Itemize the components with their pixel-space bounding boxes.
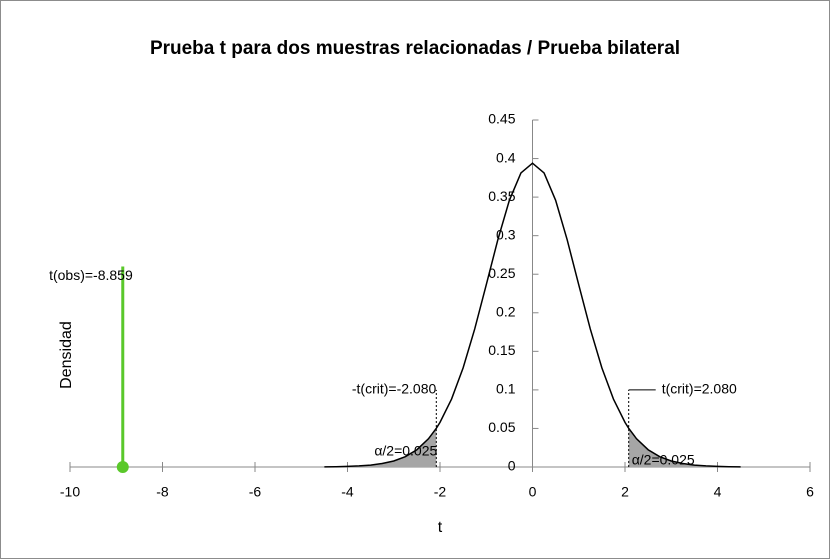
y-tick-label: 0.4 bbox=[496, 149, 516, 165]
y-tick-label: 0 bbox=[508, 458, 516, 474]
x-tick-label: 2 bbox=[621, 484, 629, 500]
tail-area bbox=[324, 428, 437, 467]
tail-label: α/2=0.025 bbox=[632, 452, 695, 468]
density-curve bbox=[324, 162, 741, 468]
observed-label: t(obs)=-8.859 bbox=[49, 267, 133, 283]
tail-label: α/2=0.025 bbox=[374, 443, 437, 459]
x-tick-label: -10 bbox=[60, 484, 80, 500]
x-tick-label: -4 bbox=[341, 484, 354, 500]
y-tick-label: 0.1 bbox=[496, 381, 516, 397]
tail-area bbox=[628, 428, 741, 467]
y-tick-label: 0.45 bbox=[488, 111, 515, 127]
y-tick-label: 0.2 bbox=[496, 303, 516, 319]
observed-point bbox=[116, 461, 129, 473]
y-axis-label: Densidad bbox=[58, 321, 75, 389]
x-tick-label: -8 bbox=[156, 484, 169, 500]
x-tick-label: 4 bbox=[714, 484, 722, 500]
y-tick-label: 0.25 bbox=[488, 265, 515, 281]
critical-label: -t(crit)=-2.080 bbox=[352, 381, 437, 397]
critical-label: t(crit)=2.080 bbox=[662, 381, 737, 397]
x-tick-label: 0 bbox=[529, 484, 537, 500]
y-tick-label: 0.15 bbox=[488, 342, 515, 358]
y-tick-label: 0.05 bbox=[488, 419, 515, 435]
chart-title: Prueba t para dos muestras relacionadas … bbox=[149, 38, 681, 59]
x-axis-label: t bbox=[438, 519, 443, 536]
x-tick-label: 6 bbox=[806, 484, 814, 500]
x-tick-label: -6 bbox=[249, 484, 262, 500]
x-tick-label: -2 bbox=[434, 484, 447, 500]
